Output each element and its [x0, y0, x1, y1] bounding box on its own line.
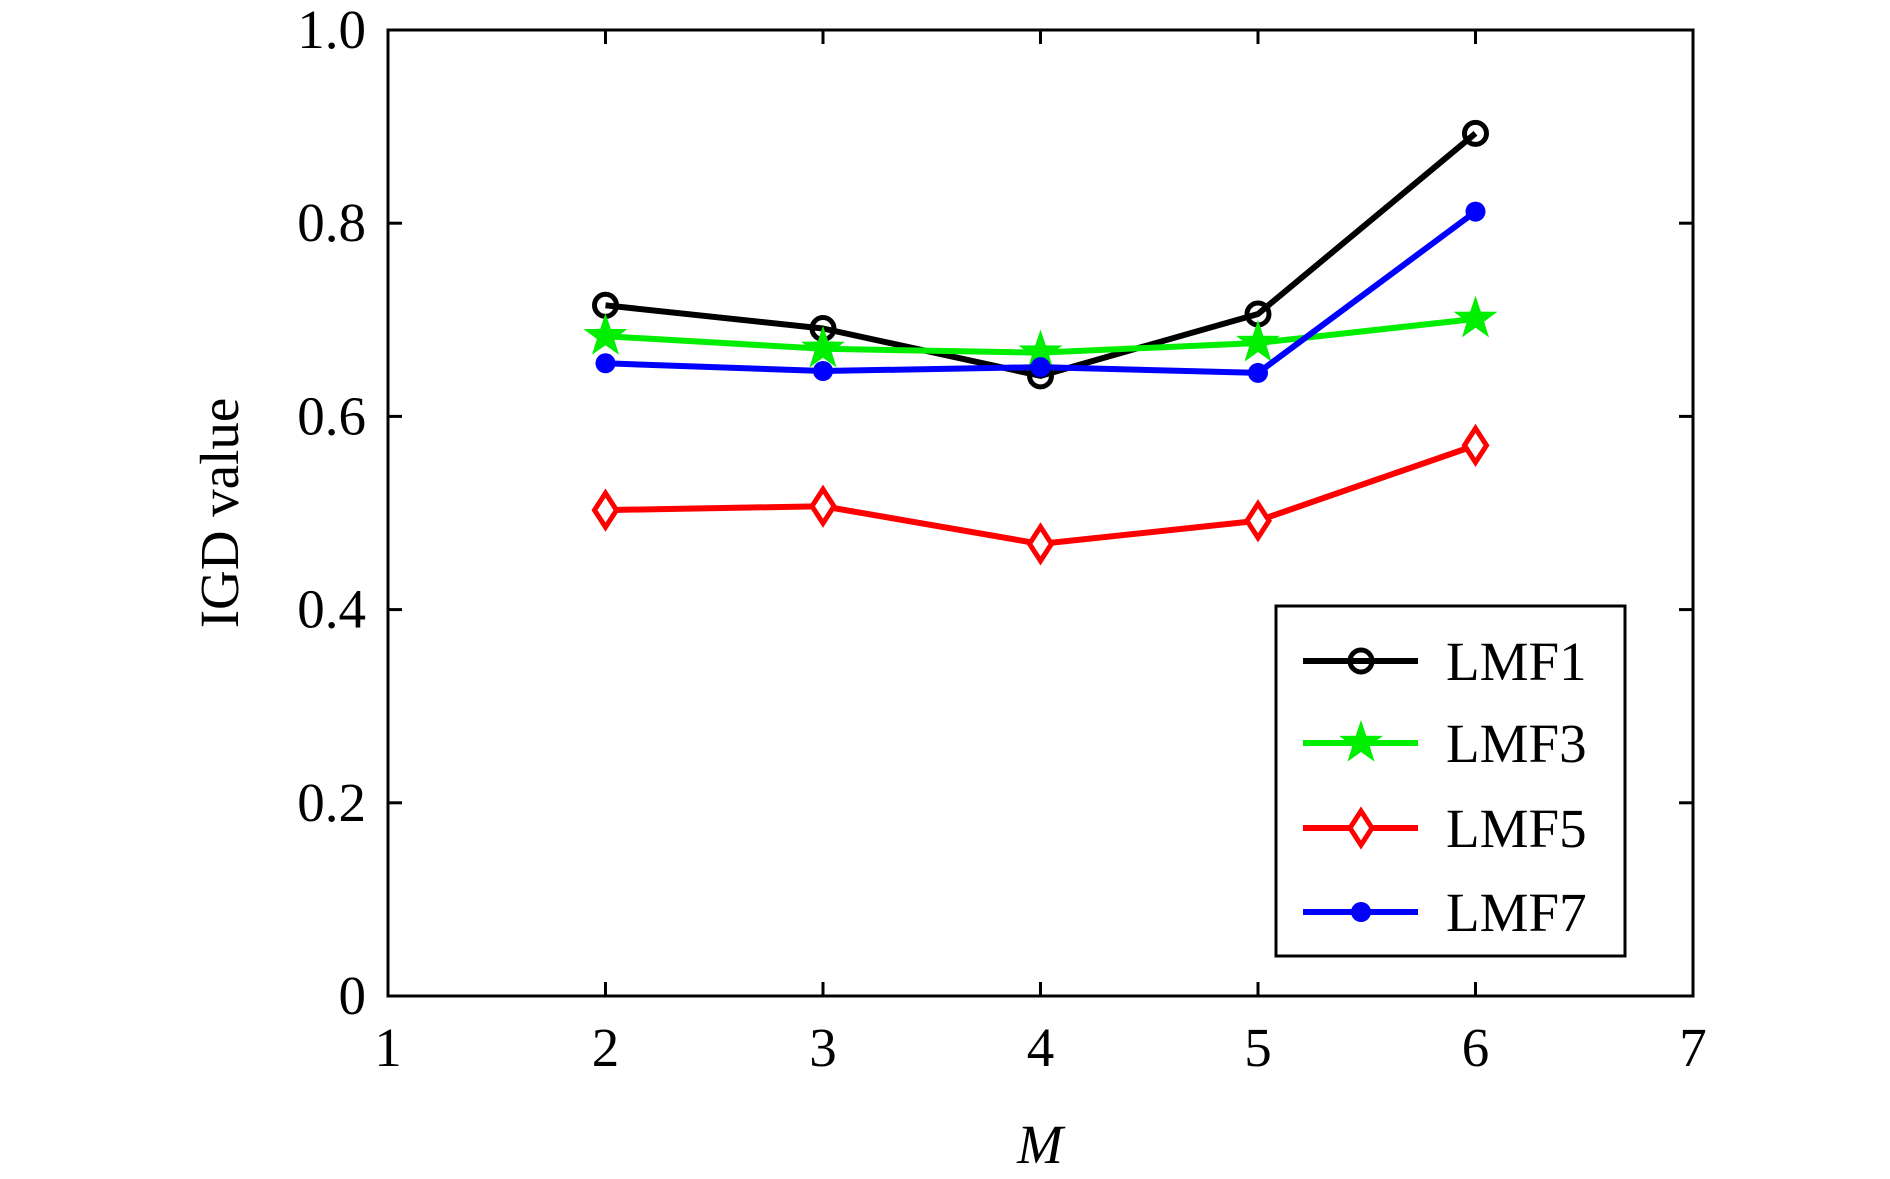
x-tick-label: 7 [1679, 1017, 1707, 1078]
x-tick-label: 4 [1027, 1017, 1055, 1078]
x-axis-label: M [1016, 1114, 1066, 1175]
legend-entry-lmf3: LMF3 [1303, 713, 1587, 774]
legend-entry-lmf1: LMF1 [1303, 631, 1587, 692]
x-tick-label: 2 [592, 1017, 620, 1078]
circle-marker [1347, 647, 1375, 675]
legend-entry-lmf7: LMF7 [1303, 882, 1587, 943]
plot-frame [386, 28, 1695, 998]
y-tick-label: 0.6 [297, 385, 366, 446]
y-tick-label: 0.4 [297, 579, 366, 640]
y-tick-label: 1.0 [297, 0, 366, 60]
legend-label: LMF7 [1446, 882, 1587, 943]
series-lmf3 [583, 295, 1498, 372]
y-tick-label: 0.2 [297, 772, 366, 833]
data-point [591, 488, 620, 532]
series-lmf5 [591, 423, 1490, 566]
x-tick-label: 1 [374, 1017, 402, 1078]
legend: LMF1 LMF3 LMF5 LMF7 [1274, 604, 1627, 958]
legend-entry-lmf5: LMF5 [1303, 798, 1587, 859]
legend-box [1274, 604, 1627, 958]
legend-label: LMF3 [1446, 713, 1587, 774]
x-tick-label: 3 [809, 1017, 837, 1078]
data-point [583, 313, 628, 355]
data-point [1465, 201, 1486, 222]
diamond-marker [1347, 806, 1375, 850]
y-axis-label: IGD value [189, 398, 250, 629]
data-point [1453, 295, 1498, 338]
series-lmf7 [595, 201, 1486, 383]
data-point [1248, 362, 1268, 383]
data-point [801, 325, 845, 368]
data-point [1462, 119, 1489, 147]
data-point [1244, 499, 1272, 543]
data-point [1026, 522, 1055, 566]
data-point [1030, 357, 1051, 378]
data-point [595, 353, 616, 374]
x-tick-label: 6 [1462, 1017, 1490, 1078]
legend-label: LMF5 [1446, 798, 1587, 859]
data-point [1236, 320, 1280, 362]
data-point [809, 484, 837, 528]
x-tick-label: 5 [1244, 1017, 1272, 1078]
dot-marker [1351, 902, 1371, 922]
data-point [1018, 329, 1063, 372]
y-tick-label: 0.8 [297, 192, 366, 253]
star-marker [1339, 720, 1383, 762]
legend-label: LMF1 [1446, 631, 1587, 692]
data-point [813, 360, 833, 381]
data-point [1461, 423, 1490, 467]
y-tick-label: 0 [339, 965, 367, 1026]
